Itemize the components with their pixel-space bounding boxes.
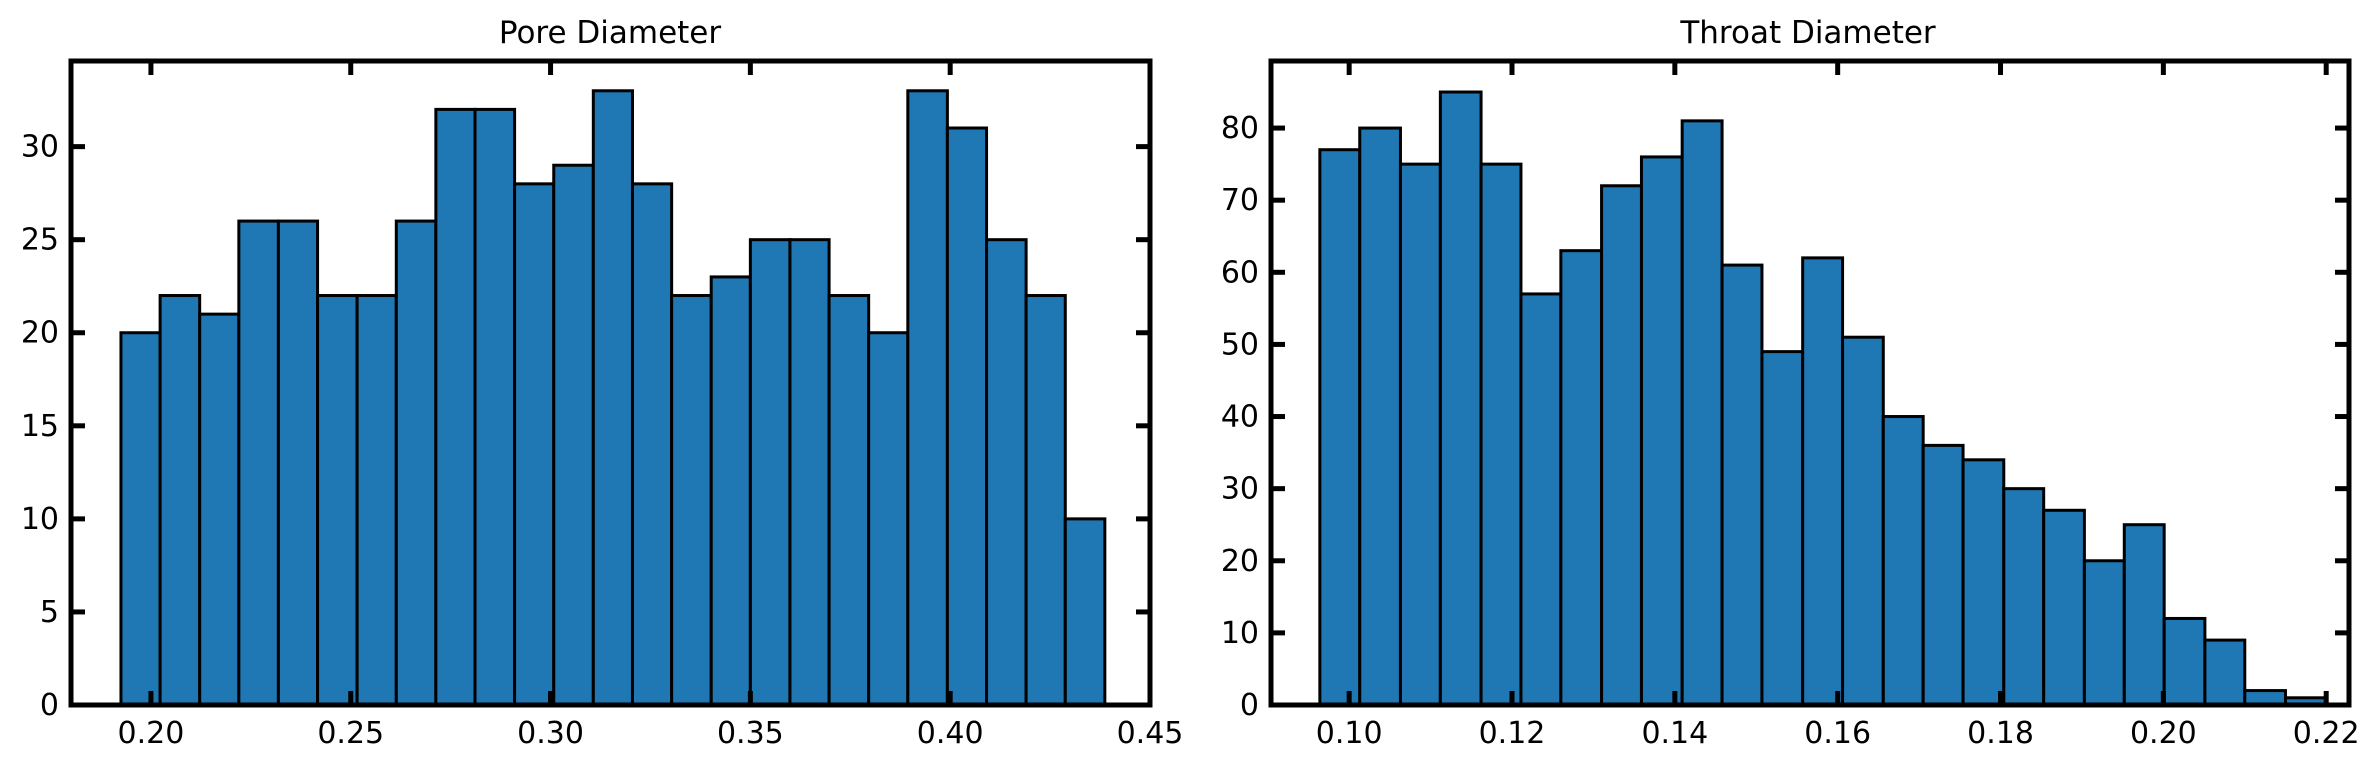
pore-y-tick-label: 10 [21, 502, 59, 537]
pore-bar [591, 89, 634, 707]
throat-y-tick-label: 60 [1221, 255, 1259, 290]
pore-bar [630, 182, 674, 707]
throat-bar [1760, 350, 1805, 707]
pore-bar [945, 126, 989, 707]
throat-bar [1438, 90, 1483, 707]
throat-x-tick-label: 0.22 [2293, 716, 2360, 751]
pore-x-tick-label: 0.45 [1117, 716, 1184, 751]
throat-bar [1841, 335, 1885, 707]
throat-bar [2002, 487, 2046, 707]
pore-y-tick-label: 0 [40, 688, 59, 723]
throat-y-tick-label: 80 [1221, 111, 1259, 146]
throat-diameter-title: Throat Diameter [1679, 15, 1936, 51]
throat-y-tick-label: 30 [1221, 472, 1259, 507]
throat-bar [1559, 249, 1604, 707]
throat-y-tick-label: 70 [1221, 183, 1259, 218]
throat-axes-frame [1268, 58, 2352, 708]
pore-bar [434, 107, 477, 707]
throat-x-tick-label: 0.20 [2130, 716, 2197, 751]
throat-y-tick-label: 10 [1221, 616, 1259, 651]
throat-bar [1881, 415, 1925, 707]
throat-y-tick-label: 50 [1221, 327, 1259, 362]
pore-y-tick-label: 30 [21, 130, 59, 165]
throat-y-tick-label: 40 [1221, 400, 1259, 435]
pore-bar [1063, 517, 1107, 707]
pore-y-tick-label: 25 [21, 223, 59, 258]
throat-x-tick-label: 0.18 [1967, 716, 2034, 751]
pore-x-tick-label: 0.20 [118, 716, 185, 751]
pore-axes-frame [68, 58, 1153, 708]
throat-bar [1801, 256, 1845, 707]
throat-bar [2122, 523, 2166, 707]
throat-bar [1358, 126, 1402, 707]
throat-bar [1479, 162, 1523, 707]
throat-bar [1921, 443, 1965, 707]
throat-bar [1639, 155, 1684, 707]
throat-bar [1519, 292, 1563, 707]
pore-x-tick-label: 0.25 [317, 716, 384, 751]
throat-bar [2042, 508, 2086, 707]
throat-bar [2082, 559, 2126, 707]
throat-diameter-panel: Throat Diameter 0.10 0.12 0.14 0.16 0.18 0.20… [1221, 15, 2360, 751]
pore-bar [316, 294, 359, 707]
pore-bar [788, 238, 831, 707]
pore-y-tick-label: 15 [21, 409, 59, 444]
pore-bar [670, 294, 713, 707]
pore-bar [1024, 294, 1067, 707]
pore-bar [198, 312, 241, 707]
throat-x-tick-label: 0.16 [1804, 716, 1871, 751]
pore-x-tick-label: 0.40 [917, 716, 984, 751]
pore-x-tick-label: 0.30 [517, 716, 584, 751]
pore-x-tick-label: 0.35 [717, 716, 784, 751]
throat-bar [1720, 263, 1764, 707]
pore-bar [355, 294, 398, 707]
throat-x-tick-label: 0.12 [1479, 716, 1546, 751]
throat-bar [1680, 119, 1724, 707]
pore-bar [513, 182, 556, 707]
pore-bar [985, 238, 1028, 707]
throat-bar [2162, 616, 2207, 707]
pore-bar [827, 294, 871, 707]
pore-bar [748, 238, 792, 707]
throat-bar [1600, 184, 1643, 707]
pore-diameter-panel: Pore Diameter 0.20 0.25 0.30 0.35 0.40 0.45 0 5… [21, 15, 1184, 751]
throat-bar [1398, 162, 1442, 707]
pore-bar [158, 294, 202, 707]
throat-bar [2203, 638, 2247, 707]
throat-y-tick-label: 20 [1221, 544, 1259, 579]
pore-bar [709, 275, 752, 707]
pore-bar [552, 163, 595, 707]
pore-bar [473, 107, 517, 707]
throat-bar [1318, 148, 1362, 707]
pore-bar [237, 219, 280, 707]
throat-bar [1961, 458, 2006, 707]
pore-bar [906, 89, 949, 707]
throat-x-tick-label: 0.10 [1316, 716, 1383, 751]
throat-y-tick-label: 0 [1240, 688, 1259, 723]
pore-y-tick-label: 20 [21, 316, 59, 351]
pore-bar [867, 331, 910, 707]
pore-diameter-title: Pore Diameter [499, 15, 722, 51]
pore-bar [394, 219, 438, 707]
pore-bar [119, 331, 162, 707]
pore-y-tick-label: 5 [40, 595, 59, 630]
throat-x-tick-label: 0.14 [1641, 716, 1708, 751]
pore-bar [276, 219, 320, 707]
